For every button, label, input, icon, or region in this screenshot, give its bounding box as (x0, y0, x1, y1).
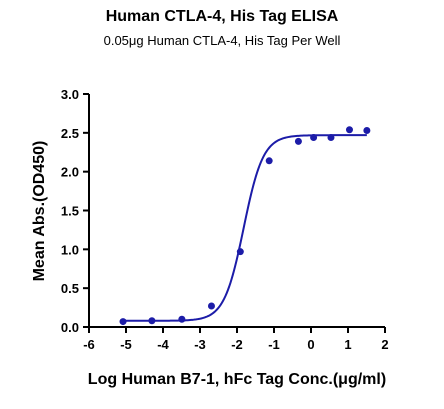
data-point (265, 157, 273, 165)
data-point (148, 317, 156, 325)
x-tick-label: 0 (307, 337, 314, 352)
data-point (236, 248, 244, 256)
y-tick-label: 2.0 (61, 165, 79, 180)
x-tick-label: -3 (194, 337, 206, 352)
x-tick-label: -4 (157, 337, 169, 352)
x-axis-title: Log Human B7-1, hFc Tag Conc.(μg/ml) (88, 371, 386, 388)
x-tick-label: -5 (120, 337, 132, 352)
data-point (363, 127, 371, 135)
fit-curve (123, 134, 367, 322)
x-tick-label: -6 (83, 337, 95, 352)
data-point (310, 133, 318, 141)
y-tick-label: 0.5 (61, 281, 79, 296)
y-tick-label: 2.5 (61, 126, 79, 141)
x-tick-label: 2 (381, 337, 388, 352)
data-point (207, 302, 215, 310)
data-point (119, 318, 127, 326)
y-tick-label: 1.0 (61, 242, 79, 257)
x-tick-label: -1 (268, 337, 280, 352)
y-tick-label: 0.0 (61, 320, 79, 335)
data-point (294, 137, 302, 145)
x-tick-label: 1 (344, 337, 351, 352)
x-tick-label: -2 (231, 337, 243, 352)
data-point (327, 133, 335, 141)
chart-subtitle: 0.05μg Human CTLA-4, His Tag Per Well (103, 33, 341, 48)
y-axis-title: Mean Abs.(OD450) (31, 141, 48, 282)
data-point (345, 126, 353, 134)
data-point (178, 315, 186, 323)
chart-title: Human CTLA-4, His Tag ELISA (105, 8, 339, 25)
y-tick-label: 1.5 (61, 204, 79, 219)
y-tick-label: 3.0 (61, 87, 79, 102)
